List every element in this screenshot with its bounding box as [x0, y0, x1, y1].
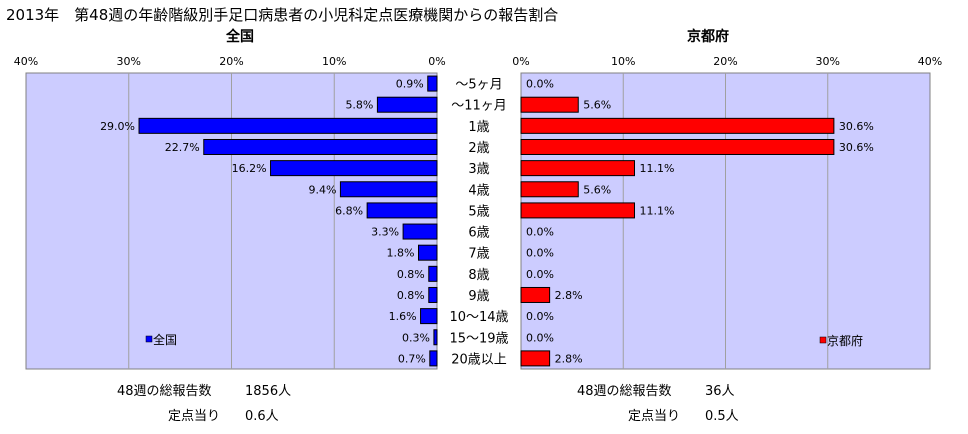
national-tick-label: 20%: [219, 55, 243, 68]
national-value-label: 6.8%: [335, 204, 363, 217]
national-bar: [376, 96, 438, 113]
national-per-label: 定点当り: [168, 409, 220, 424]
national-panel: 全国 40% 30% 20% 10% 0% 0.9% 5.8% 29.0% 22.7% 16.2…: [14, 28, 446, 370]
national-value-label: 9.4%: [308, 183, 336, 196]
national-panel-title: 全国: [225, 28, 254, 45]
national-tick-label: 30%: [117, 55, 141, 68]
national-value-label: 1.6%: [389, 310, 417, 323]
national-value-label: 29.0%: [100, 120, 135, 133]
national-per-value: 0.6人: [245, 409, 279, 424]
kyoto-bar: [520, 286, 551, 303]
national-total-label: 48週の総報告数: [117, 384, 212, 399]
kyoto-bar: [520, 160, 635, 177]
national-bar: [433, 329, 438, 346]
national-bar: [420, 308, 438, 325]
kyoto-total-value: 36人: [705, 384, 735, 399]
age-group-label: 5歳: [468, 204, 489, 219]
national-value-label: 1.8%: [387, 247, 415, 260]
kyoto-value-label: 11.1%: [639, 162, 674, 175]
kyoto-value-label: 11.1%: [639, 204, 674, 217]
national-summary: 48週の総報告数 1856人 定点当り 0.6人: [117, 384, 291, 424]
age-group-labels: ～5ヶ月 ～11ヶ月 1歳 2歳 3歳 4歳 5歳 6歳 7歳 8歳 9歳 10～14歳 15～19歳 2…: [449, 78, 508, 368]
national-value-label: 3.3%: [371, 226, 399, 239]
kyoto-value-label: 0.0%: [526, 78, 554, 91]
age-group-label: 3歳: [468, 162, 489, 177]
national-bar: [402, 223, 438, 240]
kyoto-tick-label: 10%: [611, 55, 635, 68]
national-bar: [428, 286, 438, 303]
national-legend-label: 全国: [153, 332, 177, 347]
age-group-label: 6歳: [468, 226, 489, 241]
national-tick-label: 0%: [428, 55, 445, 68]
national-value-label: 0.7%: [398, 352, 426, 365]
kyoto-total-label: 48週の総報告数: [577, 384, 672, 399]
national-tick-label: 40%: [14, 55, 38, 68]
kyoto-summary: 48週の総報告数 36人 定点当り 0.5人: [577, 384, 739, 424]
national-bar: [427, 75, 438, 92]
national-tick-label: 10%: [322, 55, 346, 68]
kyoto-per-value: 0.5人: [705, 409, 739, 424]
kyoto-tick-label: 0%: [512, 55, 529, 68]
kyoto-tick-label: 30%: [816, 55, 840, 68]
kyoto-panel-title: 京都府: [687, 28, 729, 45]
kyoto-panel: 京都府 0% 10% 20% 30% 40% 0.0% 5.6% 30.6% 30.6% 11.…: [512, 28, 942, 370]
national-bar: [429, 350, 438, 367]
age-group-label: 1歳: [468, 120, 489, 135]
kyoto-value-label: 0.0%: [526, 226, 554, 239]
kyoto-value-label: 0.0%: [526, 268, 554, 281]
kyoto-value-label: 2.8%: [555, 289, 583, 302]
kyoto-bar: [520, 117, 835, 134]
national-bar: [428, 265, 438, 282]
kyoto-value-label: 0.0%: [526, 310, 554, 323]
national-value-label: 0.3%: [402, 331, 430, 344]
kyoto-legend-label: 京都府: [827, 333, 863, 348]
age-group-label: 15～19歳: [449, 331, 508, 346]
national-value-label: 0.9%: [396, 78, 424, 91]
age-group-label: 20歳以上: [451, 352, 507, 367]
kyoto-legend-swatch: [819, 336, 827, 344]
kyoto-bar: [520, 138, 835, 155]
age-group-label: 9歳: [468, 289, 489, 304]
age-group-label: 2歳: [468, 141, 489, 156]
kyoto-bar: [520, 181, 579, 198]
kyoto-value-label: 0.0%: [526, 331, 554, 344]
national-bar: [339, 181, 438, 198]
national-bar: [138, 117, 438, 134]
national-value-label: 0.8%: [397, 268, 425, 281]
national-value-label: 5.8%: [345, 99, 373, 112]
kyoto-value-label: 5.6%: [583, 183, 611, 196]
national-value-label: 16.2%: [232, 162, 267, 175]
chart-title: 2013年 第48週の年齢階級別手足口病患者の小児科定点医療機関からの報告割合: [6, 6, 558, 24]
age-group-label: 8歳: [468, 268, 489, 283]
national-legend-swatch: [145, 335, 153, 343]
national-bar: [366, 202, 438, 219]
kyoto-per-label: 定点当り: [628, 409, 680, 424]
age-group-label: ～11ヶ月: [451, 99, 507, 114]
kyoto-value-label: 30.6%: [839, 141, 874, 154]
national-value-label: 0.8%: [397, 289, 425, 302]
national-value-label: 22.7%: [165, 141, 200, 154]
age-group-label: ～5ヶ月: [455, 78, 502, 93]
kyoto-value-label: 0.0%: [526, 247, 554, 260]
national-bar: [203, 138, 438, 155]
kyoto-value-label: 30.6%: [839, 120, 874, 133]
age-group-label: 10～14歳: [449, 310, 508, 325]
national-bar: [270, 160, 438, 177]
kyoto-bar: [520, 202, 635, 219]
kyoto-value-label: 2.8%: [555, 352, 583, 365]
age-group-label: 4歳: [468, 183, 489, 198]
national-total-value: 1856人: [245, 384, 291, 399]
kyoto-bar: [520, 96, 579, 113]
kyoto-tick-label: 20%: [713, 55, 737, 68]
age-group-label: 7歳: [468, 247, 489, 262]
kyoto-bar: [520, 350, 551, 367]
national-bar: [418, 244, 438, 261]
kyoto-value-label: 5.6%: [583, 99, 611, 112]
kyoto-tick-label: 40%: [918, 55, 942, 68]
